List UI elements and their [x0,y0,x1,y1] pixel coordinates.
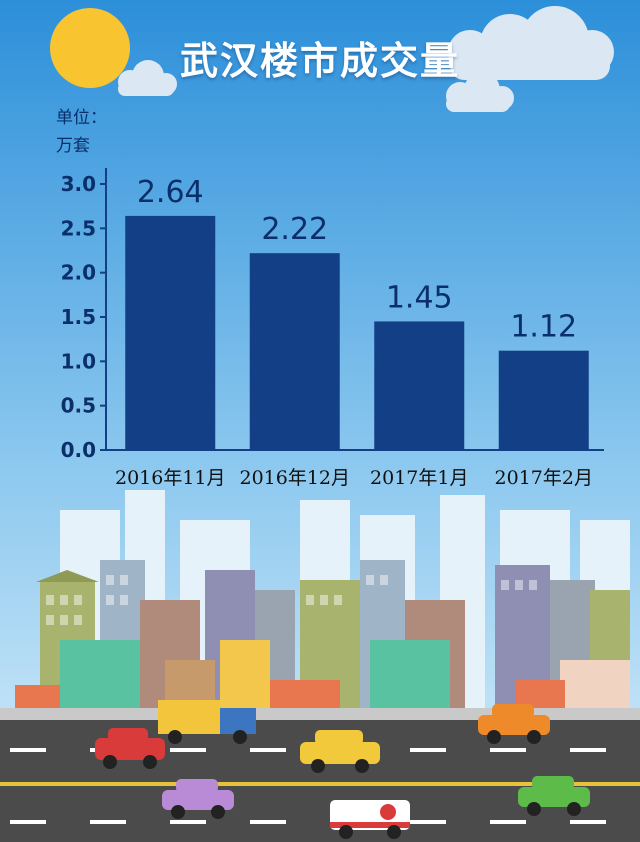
cloud-icon [118,60,177,96]
truck-icon [158,700,256,744]
y-tick-label: 0.0 [61,438,96,462]
chart-title: 武汉楼市成交量 [179,39,460,83]
bar-value-label: 2.22 [261,212,328,247]
y-tick-label: 3.0 [61,172,96,196]
bar-value-label: 1.45 [386,280,453,315]
bar [498,350,589,450]
ambulance-icon [330,800,410,839]
cloud-icon [446,6,614,112]
car-icon [518,776,590,816]
bar [374,321,465,450]
y-tick-label: 2.0 [61,261,96,285]
unit-label-line1: 单位： [56,108,107,128]
x-category-label: 2016年11月 [115,467,226,489]
unit-label-line2: 万套 [56,136,90,156]
bar-value-label: 2.64 [137,175,204,210]
car-icon [478,704,550,744]
unit-label: 单位： 万套 [56,104,107,160]
y-tick-label: 2.5 [61,216,96,240]
y-tick-label: 0.5 [61,394,96,418]
x-category-label: 2017年2月 [495,467,593,489]
sun-icon [50,8,130,88]
taxi-icon [300,730,380,773]
car-icon [95,728,165,769]
y-tick-label: 1.0 [61,349,96,373]
y-tick-label: 1.5 [61,305,96,329]
building-windows [46,575,537,625]
x-category-label: 2017年1月 [370,467,468,489]
bar-value-label: 1.12 [510,310,577,345]
bar [125,215,216,450]
city-buildings [15,560,630,710]
car-icon [162,779,234,819]
x-category-label: 2016年12月 [239,467,350,489]
bar [249,253,340,450]
